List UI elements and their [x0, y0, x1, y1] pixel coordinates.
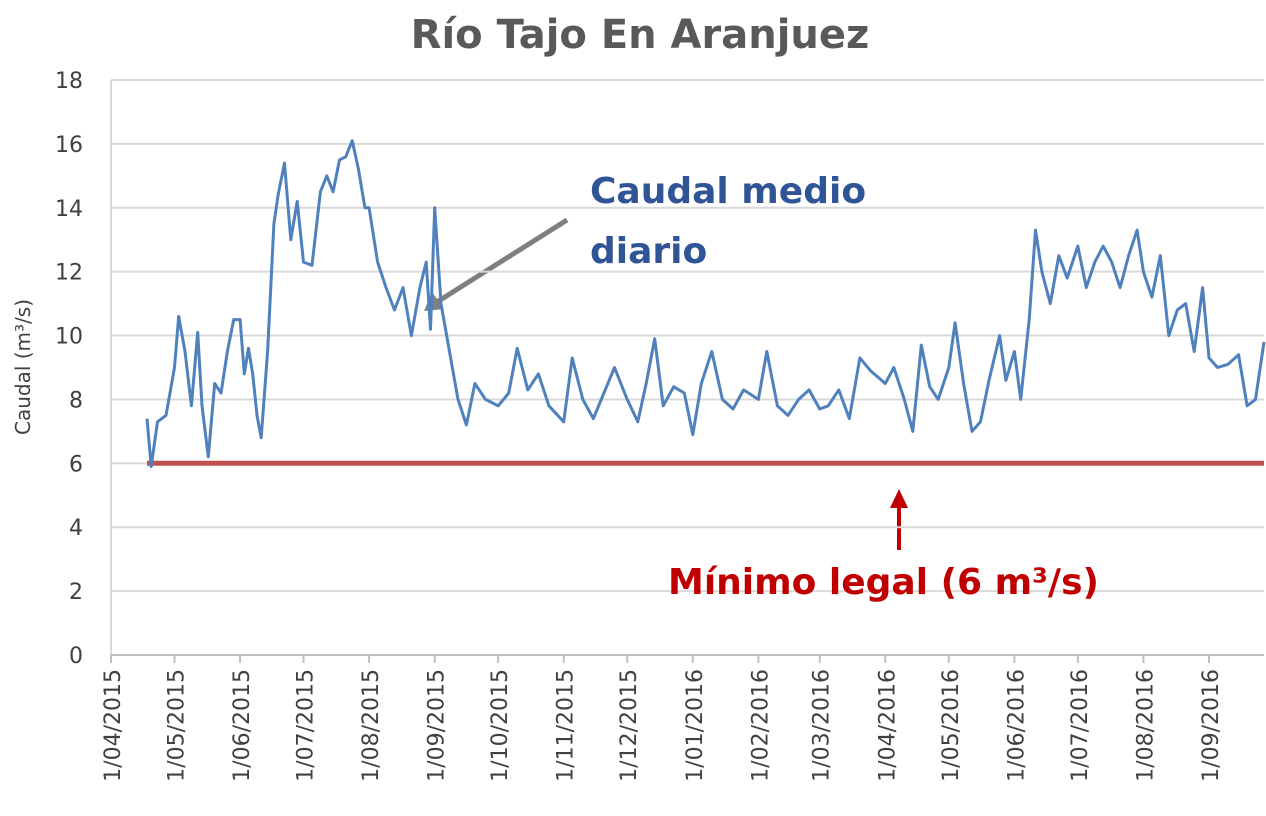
- x-tick-label: 1/02/2016: [748, 669, 773, 782]
- y-tick-label: 8: [69, 388, 83, 413]
- x-tick-label: 1/06/2015: [230, 669, 255, 782]
- x-tick-label: 1/12/2015: [617, 669, 642, 782]
- x-tick-label: 1/08/2016: [1133, 669, 1158, 782]
- y-tick-label: 10: [55, 325, 83, 350]
- x-tick-label: 1/05/2016: [939, 669, 964, 782]
- chart-title: Río Tajo En Aranjuez: [411, 12, 870, 58]
- x-tick-label: 1/09/2015: [425, 669, 450, 782]
- series-line: [145, 139, 1266, 468]
- y-tick-label: 18: [55, 69, 83, 94]
- y-axis-label: Caudal (m³/s): [11, 299, 35, 435]
- y-tick-label: 6: [69, 452, 83, 477]
- x-tick-label: 1/03/2016: [810, 669, 835, 782]
- x-tick-label: 1/05/2015: [164, 669, 189, 782]
- x-tick-label: 1/10/2015: [488, 669, 513, 782]
- x-tick-label: 1/09/2016: [1199, 669, 1224, 782]
- annotation-arrow: [435, 217, 569, 305]
- x-tick-label: 1/07/2016: [1068, 669, 1093, 782]
- y-tick-label: 0: [69, 644, 83, 669]
- y-tick-label: 2: [69, 580, 83, 605]
- annotation-arrowhead: [890, 489, 908, 508]
- series-annotation: Mínimo legal (6 m³/s): [668, 562, 1099, 603]
- x-tick-label: 1/01/2016: [683, 669, 708, 782]
- x-tick-label: 1/06/2016: [1004, 669, 1029, 782]
- x-tick-label: 1/04/2015: [101, 669, 126, 782]
- x-tick-label: 1/11/2015: [554, 669, 579, 782]
- x-tick-label: 1/07/2015: [294, 669, 319, 782]
- y-tick-label: 12: [55, 261, 83, 286]
- x-tick-label: 1/04/2016: [875, 669, 900, 782]
- series-annotation: Caudal medio diario: [590, 171, 867, 272]
- y-tick-label: 14: [55, 197, 83, 222]
- x-tick-label: 1/08/2015: [359, 669, 384, 782]
- y-tick-label: 4: [69, 516, 83, 541]
- y-tick-label: 16: [55, 133, 83, 158]
